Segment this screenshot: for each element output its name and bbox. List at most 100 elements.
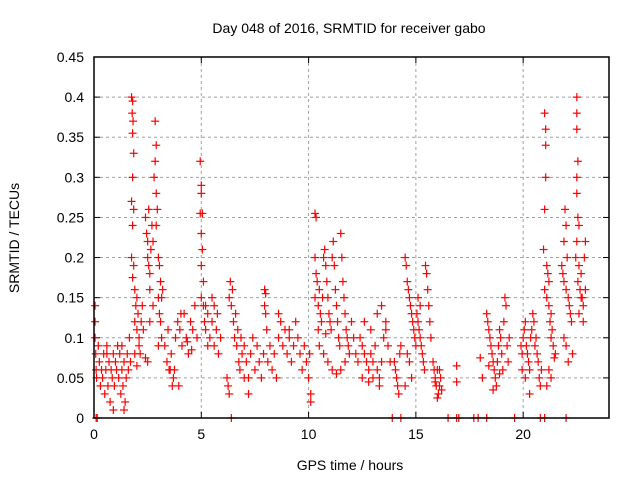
data-point [201, 301, 210, 310]
y-tick-label: 0.25 [57, 209, 84, 225]
data-point [558, 269, 567, 278]
data-point [152, 189, 161, 198]
data-point [283, 349, 292, 358]
data-point [568, 349, 577, 358]
data-point [337, 253, 346, 262]
data-point [314, 325, 323, 334]
data-point [190, 301, 199, 310]
y-tick-label: 0.45 [57, 49, 84, 65]
data-point [304, 373, 313, 382]
y-tick-label: 0.3 [65, 169, 85, 185]
data-point [534, 357, 543, 366]
data-point [424, 301, 433, 310]
data-point [564, 357, 573, 366]
x-axis-label: GPS time / hours [297, 457, 404, 473]
data-point [381, 325, 390, 334]
data-point [482, 309, 491, 318]
data-point [406, 301, 415, 310]
data-point [151, 157, 160, 166]
data-point [497, 349, 506, 358]
data-point [379, 333, 388, 342]
data-point [391, 365, 400, 374]
data-point [268, 365, 277, 374]
data-point [311, 253, 320, 262]
data-point [581, 237, 590, 246]
data-point [493, 357, 502, 366]
data-point [260, 285, 269, 294]
data-point [329, 237, 338, 246]
data-point [396, 341, 405, 350]
data-point [102, 349, 111, 358]
data-point [491, 373, 500, 382]
y-tick-label: 0.05 [57, 370, 84, 386]
data-point [492, 381, 501, 390]
data-point [426, 333, 435, 342]
data-point [248, 333, 257, 342]
data-point [327, 325, 336, 334]
data-point [541, 125, 550, 134]
data-point [250, 365, 259, 374]
data-point [323, 357, 332, 366]
data-point [452, 377, 461, 386]
data-point [135, 333, 144, 342]
data-point [392, 373, 401, 382]
data-point [261, 289, 270, 298]
data-point [197, 293, 206, 302]
data-point [549, 341, 558, 350]
data-point [562, 285, 571, 294]
data-point [394, 389, 403, 398]
data-point [123, 349, 132, 358]
data-point [152, 221, 161, 230]
data-point [102, 341, 111, 350]
data-point [111, 357, 120, 366]
data-point [311, 293, 320, 302]
data-point [572, 173, 581, 182]
data-point [197, 181, 206, 190]
data-point [336, 365, 345, 374]
y-tick-label: 0.1 [65, 330, 85, 346]
data-point [347, 317, 356, 326]
data-point [117, 341, 126, 350]
data-point [535, 373, 544, 382]
data-point [125, 333, 134, 342]
data-point [484, 325, 493, 334]
data-point [320, 245, 329, 254]
data-point [356, 333, 365, 342]
data-point [435, 365, 444, 374]
data-point [142, 229, 151, 238]
data-point [145, 269, 154, 278]
data-point [375, 381, 384, 390]
data-point [244, 389, 253, 398]
data-point [541, 173, 550, 182]
data-point [315, 285, 324, 294]
data-point [542, 293, 551, 302]
data-point [373, 365, 382, 374]
data-point [559, 277, 568, 286]
data-point [405, 357, 414, 366]
data-point [390, 357, 399, 366]
data-point [330, 261, 339, 270]
data-point [144, 205, 153, 214]
data-point [562, 221, 571, 230]
data-point [240, 373, 249, 382]
data-point [115, 349, 124, 358]
data-point [539, 245, 548, 254]
data-point [545, 317, 554, 326]
data-point [541, 141, 550, 150]
data-point [205, 333, 214, 342]
data-point [366, 325, 375, 334]
data-point [353, 357, 362, 366]
data-point [94, 341, 103, 350]
data-point [395, 349, 404, 358]
data-point [98, 373, 107, 382]
grid-lines [94, 57, 609, 418]
data-point [184, 349, 193, 358]
data-point [213, 309, 222, 318]
data-point [532, 333, 541, 342]
data-point [499, 317, 508, 326]
chart-title: Day 048 of 2016, SRMTID for receiver gab… [212, 20, 485, 36]
data-point [542, 381, 551, 390]
y-tick-label: 0.35 [57, 129, 84, 145]
x-tick-label: 0 [90, 426, 98, 442]
data-point [255, 357, 264, 366]
